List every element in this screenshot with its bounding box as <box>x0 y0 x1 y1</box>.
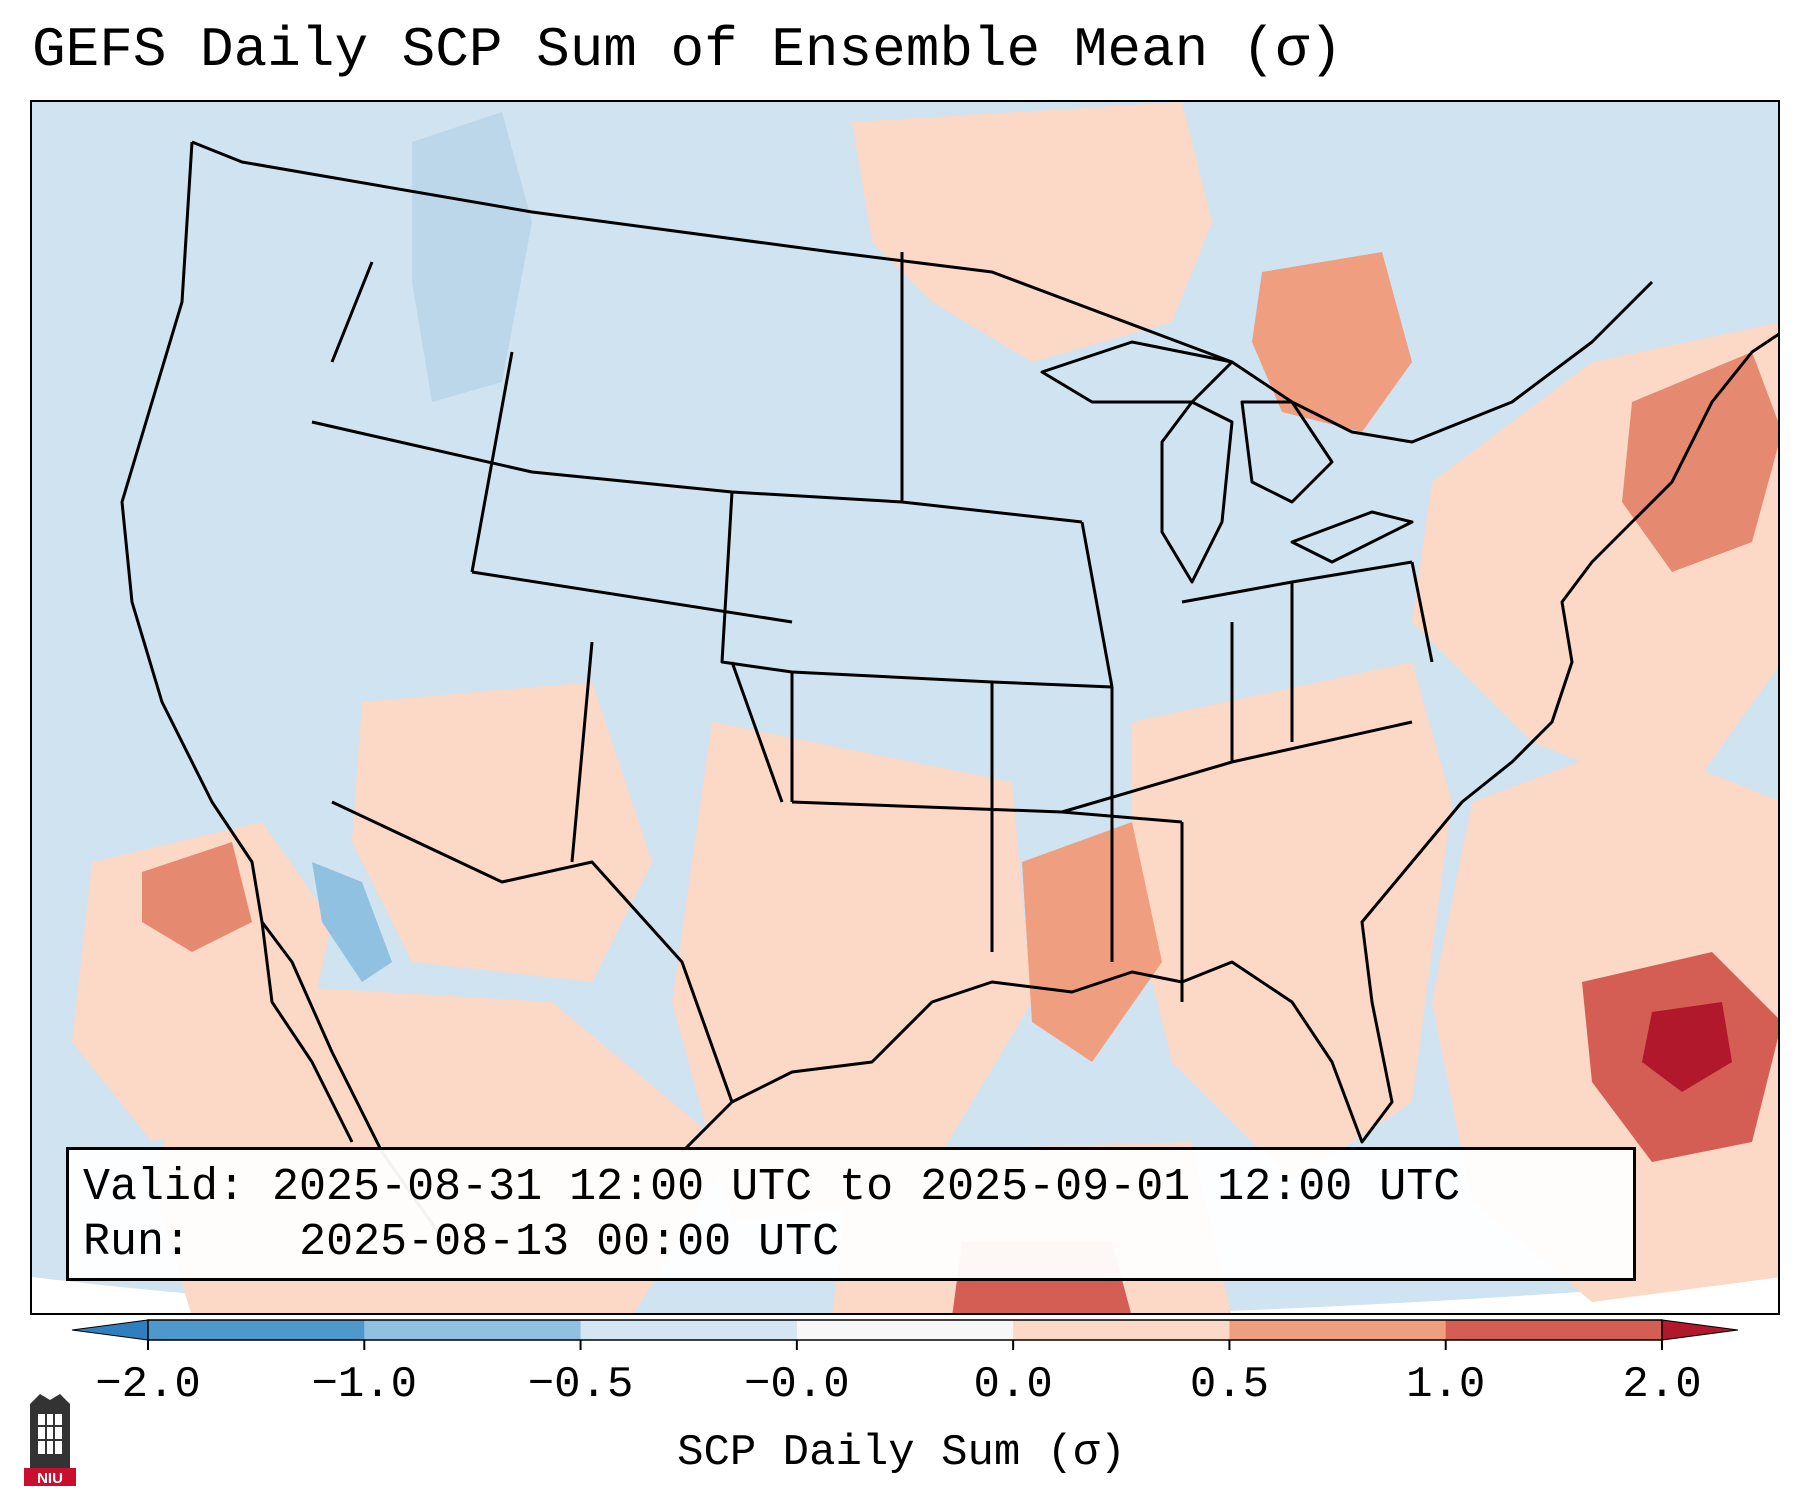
boundaries <box>120 140 1778 1253</box>
colorbar-tick-label: 1.0 <box>1406 1360 1486 1410</box>
run-time: 2025-08-13 00:00 UTC <box>299 1217 840 1268</box>
colorbar-segment <box>1445 1320 1663 1340</box>
colorbar-tick-label: 2.0 <box>1622 1360 1702 1410</box>
logo-window-grid <box>38 1414 62 1454</box>
logo-banner <box>24 1468 76 1486</box>
colorbar-label: SCP Daily Sum (σ) <box>677 1428 1126 1478</box>
state-lines <box>311 252 1434 1002</box>
colorbar <box>71 1319 1739 1350</box>
blob-texas <box>672 722 1032 1222</box>
valid-range: 2025-08-31 12:00 UTC to 2025-09-01 12:00… <box>272 1162 1461 1213</box>
run-label: Run: <box>83 1217 192 1268</box>
lake-superior <box>1040 340 1234 404</box>
colorbar-tick-label: 0.5 <box>1189 1360 1270 1410</box>
blob-great-lakes <box>1252 252 1412 432</box>
colorbar-segment <box>148 1320 365 1340</box>
blob-southwest <box>352 682 652 982</box>
valid-label: Valid: <box>83 1162 246 1213</box>
colorbar-tick-label: −2.0 <box>95 1360 201 1410</box>
blob-gulf-cal <box>312 862 392 982</box>
east-coast <box>1410 332 1778 863</box>
blob-northeast-core <box>1622 352 1778 572</box>
colorbar-tick-label: −0.0 <box>744 1360 850 1410</box>
blob-atlantic-peak <box>1642 1002 1732 1092</box>
baja-california <box>260 921 354 1143</box>
us-canada-border <box>191 140 1654 444</box>
lake-erie <box>1290 510 1414 564</box>
us-mexico-border <box>331 800 734 1103</box>
blob-pacific-core <box>142 842 252 952</box>
map-canvas <box>32 102 1778 1313</box>
blob-lower-miss <box>1022 822 1162 1062</box>
blob-idaho <box>412 112 532 402</box>
colorbar-segment <box>364 1320 582 1340</box>
blob-northern-plains <box>852 102 1212 362</box>
colorbar-segment <box>1229 1320 1447 1340</box>
lake-huron <box>1240 400 1334 504</box>
colorbar-segment <box>796 1320 1014 1340</box>
lake-michigan <box>1160 400 1234 584</box>
colorbar-outline <box>147 1319 1663 1341</box>
colorbar-segment <box>580 1320 798 1340</box>
colorbar-tick-label: −1.0 <box>311 1360 418 1410</box>
logo-window <box>38 1414 62 1454</box>
colorbar-segment <box>1013 1320 1230 1340</box>
colorbar-tick-label: 0.0 <box>973 1360 1053 1410</box>
run-row: Run: 2025-08-13 00:00 UTC <box>83 1215 1633 1270</box>
niu-logo: NIU <box>24 1394 76 1487</box>
west-coast <box>120 141 454 1253</box>
logo-text: NIU <box>37 1470 63 1487</box>
colorbar-extend-low <box>71 1319 149 1341</box>
valid-time-box: Valid: 2025-08-31 12:00 UTC to 2025-09-0… <box>66 1147 1636 1281</box>
map-panel <box>30 100 1780 1315</box>
colorbar-extend-high <box>1661 1319 1739 1341</box>
valid-row: Valid: 2025-08-31 12:00 UTC to 2025-09-0… <box>83 1160 1633 1215</box>
blob-southeast <box>1132 662 1452 1182</box>
anomaly-field <box>72 102 1778 1313</box>
map-title: GEFS Daily SCP Sum of Ensemble Mean (σ) <box>32 18 1343 82</box>
colorbar-tick-label: −0.5 <box>527 1360 634 1410</box>
